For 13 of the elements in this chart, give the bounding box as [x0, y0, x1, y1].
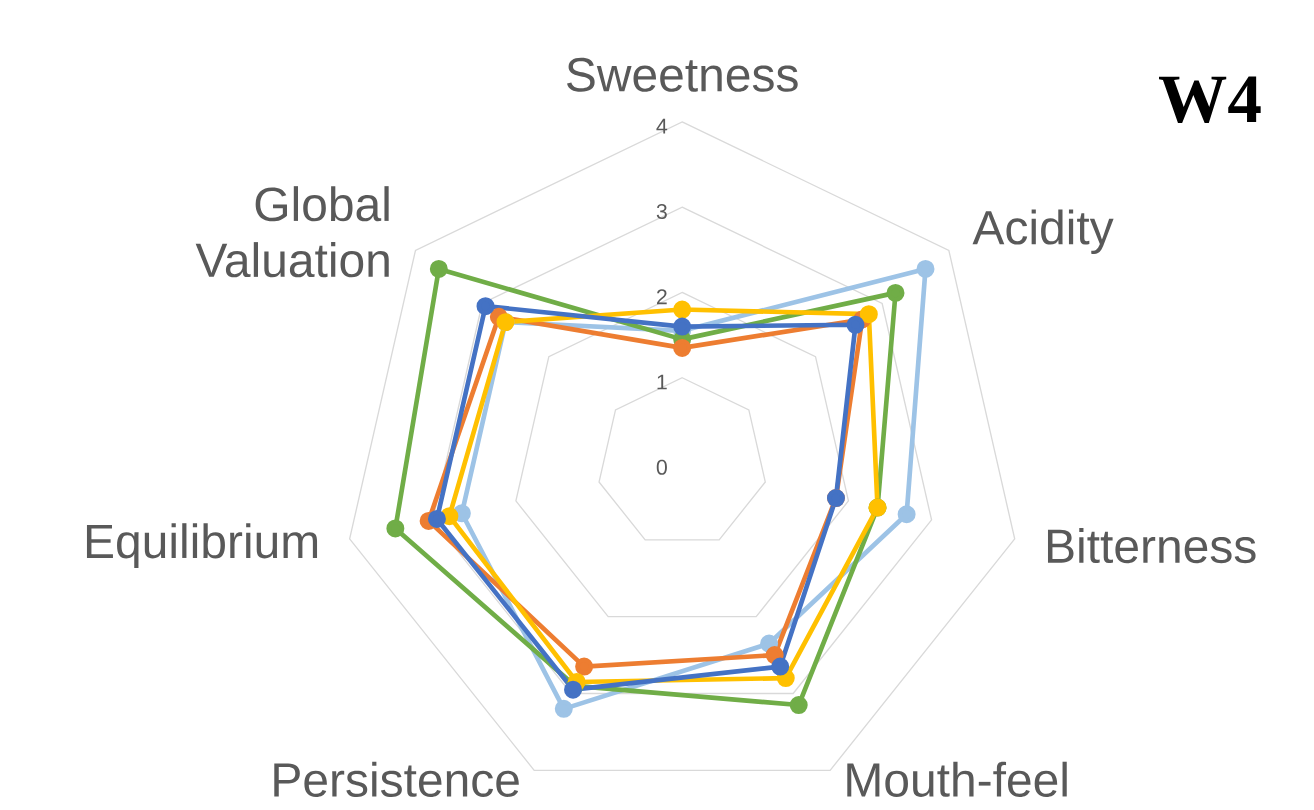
y-tick-label: 1	[657, 374, 667, 390]
chart-title: W4	[1159, 76, 1261, 124]
y-tick-label: 4	[656, 118, 668, 134]
spoke-label: Global Valuation	[195, 186, 389, 278]
spoke-label: Bitterness	[1047, 527, 1256, 564]
spoke-label: Sweetness	[567, 57, 798, 92]
y-tick-label: 3	[656, 203, 667, 219]
y-tick-label: 2	[656, 289, 667, 305]
spoke-label: Persistence	[274, 761, 519, 797]
spoke-label: Mouth-feel	[847, 761, 1067, 797]
y-tick-label: 0	[656, 459, 667, 475]
spoke-label: Equilibrium	[86, 523, 318, 568]
spoke-label: Acidity	[972, 209, 1114, 255]
